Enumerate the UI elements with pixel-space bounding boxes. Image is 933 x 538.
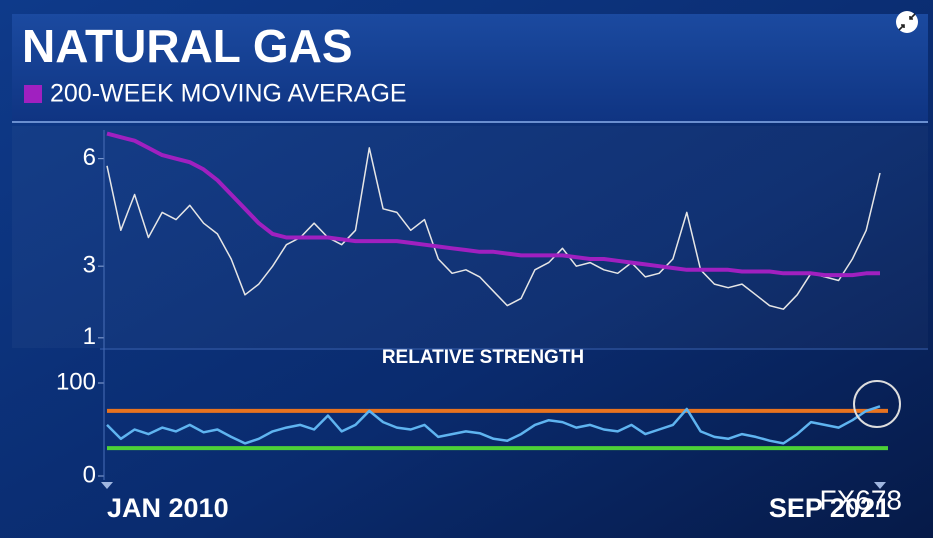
legend-label: 200-WEEK MOVING AVERAGE <box>50 80 407 108</box>
y-tick-label: 1 <box>83 323 96 350</box>
x-tick-label: JAN 2010 <box>107 493 229 523</box>
x-tick-marker <box>101 482 113 489</box>
highlight-circle <box>853 380 901 428</box>
series-line <box>106 131 880 278</box>
minimize-icon[interactable] <box>896 11 918 33</box>
x-tick-marker <box>874 482 886 489</box>
y-tick-label: 6 <box>83 144 96 171</box>
legend-swatch <box>24 85 42 103</box>
series-line <box>106 405 881 445</box>
y2-tick-label: 0 <box>83 461 96 488</box>
series-label: RELATIVE STRENGTH <box>382 347 584 368</box>
chart-title: NATURAL GAS <box>22 20 353 72</box>
y-tick-label: 3 <box>83 252 96 279</box>
y2-tick-label: 100 <box>56 368 96 395</box>
watermark: FX678 <box>820 484 903 515</box>
series-line <box>106 147 881 310</box>
header <box>12 14 928 122</box>
x-tick-label: SEP 2021 <box>769 493 890 523</box>
